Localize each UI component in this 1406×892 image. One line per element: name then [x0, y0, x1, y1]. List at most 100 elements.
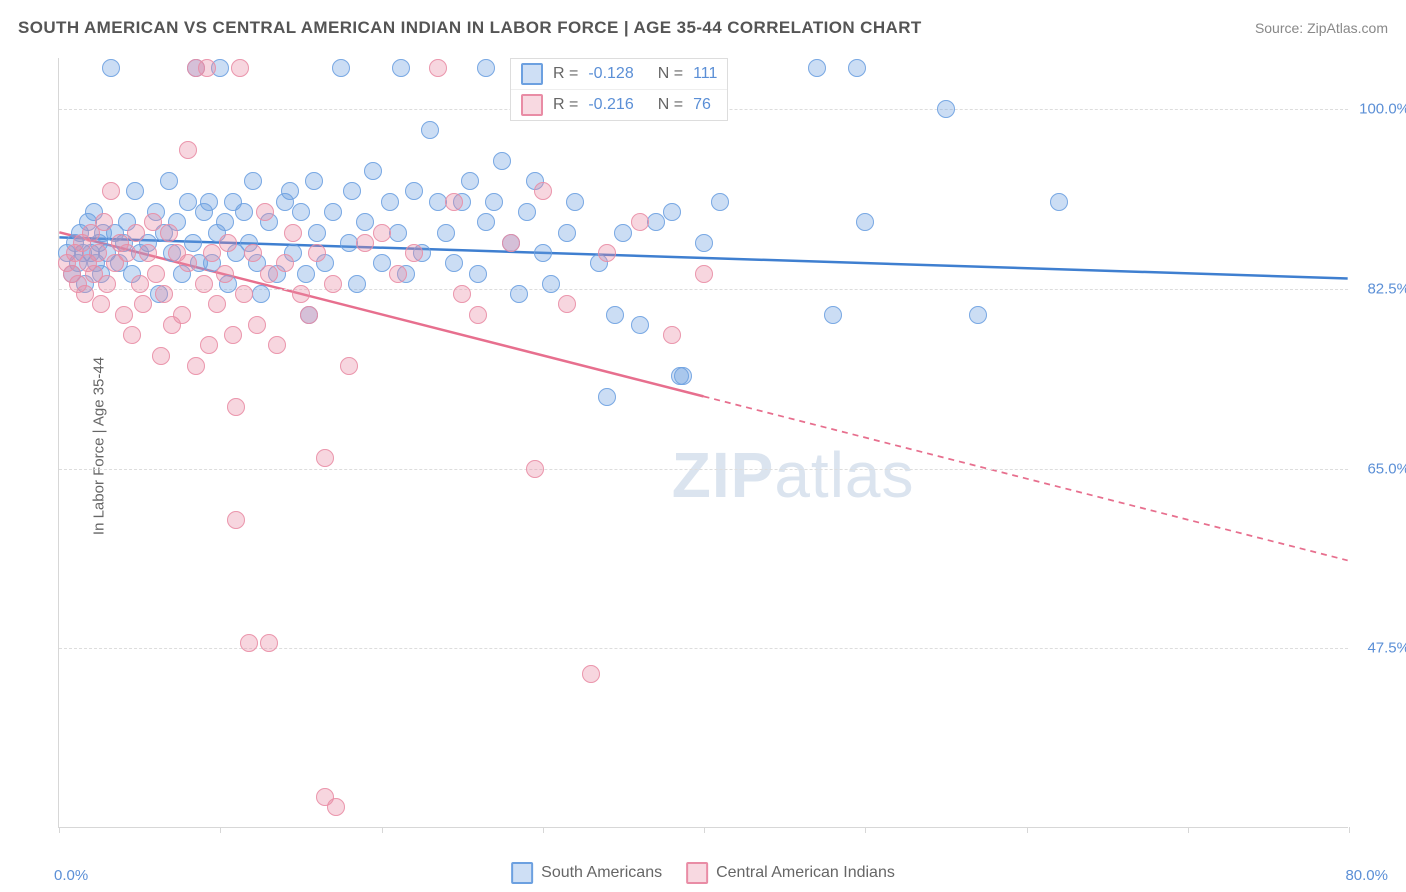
data-point-outline	[969, 306, 987, 324]
data-point-outline	[534, 182, 552, 200]
data-point-outline	[89, 244, 107, 262]
legend-swatch	[521, 94, 543, 116]
data-point-outline	[179, 254, 197, 272]
data-point-outline	[663, 326, 681, 344]
n-label: N =	[658, 65, 683, 83]
data-point-outline	[195, 275, 213, 293]
data-point-outline	[598, 244, 616, 262]
source-label: Source: ZipAtlas.com	[1255, 20, 1388, 36]
data-point-outline	[631, 316, 649, 334]
data-point-outline	[173, 306, 191, 324]
series-legend: South AmericansCentral American Indians	[511, 862, 895, 884]
data-point-outline	[179, 193, 197, 211]
scatter-plot: ZIPatlas 47.5%65.0%82.5%100.0%	[58, 58, 1348, 828]
legend-swatch	[511, 862, 533, 884]
r-value: -0.128	[588, 65, 633, 83]
data-point-outline	[235, 285, 253, 303]
data-point-outline	[405, 244, 423, 262]
data-point-outline	[244, 172, 262, 190]
data-point-outline	[405, 182, 423, 200]
y-tick-label: 65.0%	[1367, 460, 1406, 477]
data-point-outline	[123, 326, 141, 344]
data-point-outline	[485, 193, 503, 211]
data-point-outline	[219, 234, 237, 252]
data-point-outline	[268, 336, 286, 354]
data-point-outline	[582, 665, 600, 683]
y-tick-label: 47.5%	[1367, 640, 1406, 657]
data-point-outline	[445, 193, 463, 211]
series-name: Central American Indians	[716, 864, 895, 882]
data-point-outline	[187, 357, 205, 375]
r-value: -0.216	[588, 96, 633, 114]
data-point-outline	[316, 449, 334, 467]
data-point-outline	[252, 285, 270, 303]
data-point-outline	[300, 306, 318, 324]
data-point-outline	[558, 295, 576, 313]
data-point-outline	[663, 203, 681, 221]
data-point-outline	[134, 295, 152, 313]
data-point-outline	[308, 244, 326, 262]
data-point-outline	[824, 306, 842, 324]
data-point-outline	[848, 59, 866, 77]
data-point-outline	[469, 265, 487, 283]
data-point-outline	[348, 275, 366, 293]
data-point-outline	[477, 59, 495, 77]
data-point-outline	[292, 203, 310, 221]
r-label: R =	[553, 65, 578, 83]
x-axis-max-label: 80.0%	[1345, 867, 1388, 884]
data-point-outline	[284, 224, 302, 242]
data-point-outline	[558, 224, 576, 242]
data-point-outline	[429, 59, 447, 77]
data-point-outline	[614, 224, 632, 242]
data-point-outline	[305, 172, 323, 190]
data-point-outline	[155, 285, 173, 303]
x-tick	[865, 827, 866, 833]
data-point-outline	[160, 224, 178, 242]
data-point-outline	[445, 254, 463, 272]
data-point-outline	[493, 152, 511, 170]
data-point-outline	[389, 265, 407, 283]
data-point-outline	[235, 203, 253, 221]
data-point-outline	[364, 162, 382, 180]
data-point-outline	[276, 254, 294, 272]
x-axis-min-label: 0.0%	[54, 867, 88, 884]
x-tick	[704, 827, 705, 833]
n-value: 76	[693, 96, 711, 114]
data-point-outline	[227, 511, 245, 529]
data-point-outline	[200, 336, 218, 354]
data-point-outline	[76, 285, 94, 303]
data-point-outline	[856, 213, 874, 231]
stats-legend: R = -0.128N = 111R = -0.216N = 76	[510, 58, 728, 121]
data-point-outline	[102, 59, 120, 77]
data-point-outline	[98, 275, 116, 293]
data-point-outline	[126, 182, 144, 200]
data-point-outline	[160, 172, 178, 190]
data-point-outline	[292, 285, 310, 303]
data-point-outline	[937, 100, 955, 118]
data-point-outline	[510, 285, 528, 303]
x-tick	[382, 827, 383, 833]
data-point-outline	[297, 265, 315, 283]
data-point-outline	[453, 285, 471, 303]
data-point-outline	[695, 265, 713, 283]
data-point-outline	[711, 193, 729, 211]
data-point-outline	[356, 213, 374, 231]
legend-swatch	[521, 63, 543, 85]
chart-title: SOUTH AMERICAN VS CENTRAL AMERICAN INDIA…	[18, 18, 922, 38]
data-point-outline	[198, 59, 216, 77]
data-point-outline	[606, 306, 624, 324]
data-point-outline	[437, 224, 455, 242]
data-point-outline	[502, 234, 520, 252]
data-point-outline	[152, 347, 170, 365]
data-point-outline	[598, 388, 616, 406]
x-tick	[1349, 827, 1350, 833]
data-point-outline	[392, 59, 410, 77]
data-point-outline	[324, 203, 342, 221]
data-point-outline	[526, 460, 544, 478]
data-point-outline	[421, 121, 439, 139]
data-point-outline	[256, 203, 274, 221]
data-point-outline	[216, 265, 234, 283]
data-point-outline	[324, 275, 342, 293]
data-point-outline	[534, 244, 552, 262]
data-point-outline	[244, 244, 262, 262]
